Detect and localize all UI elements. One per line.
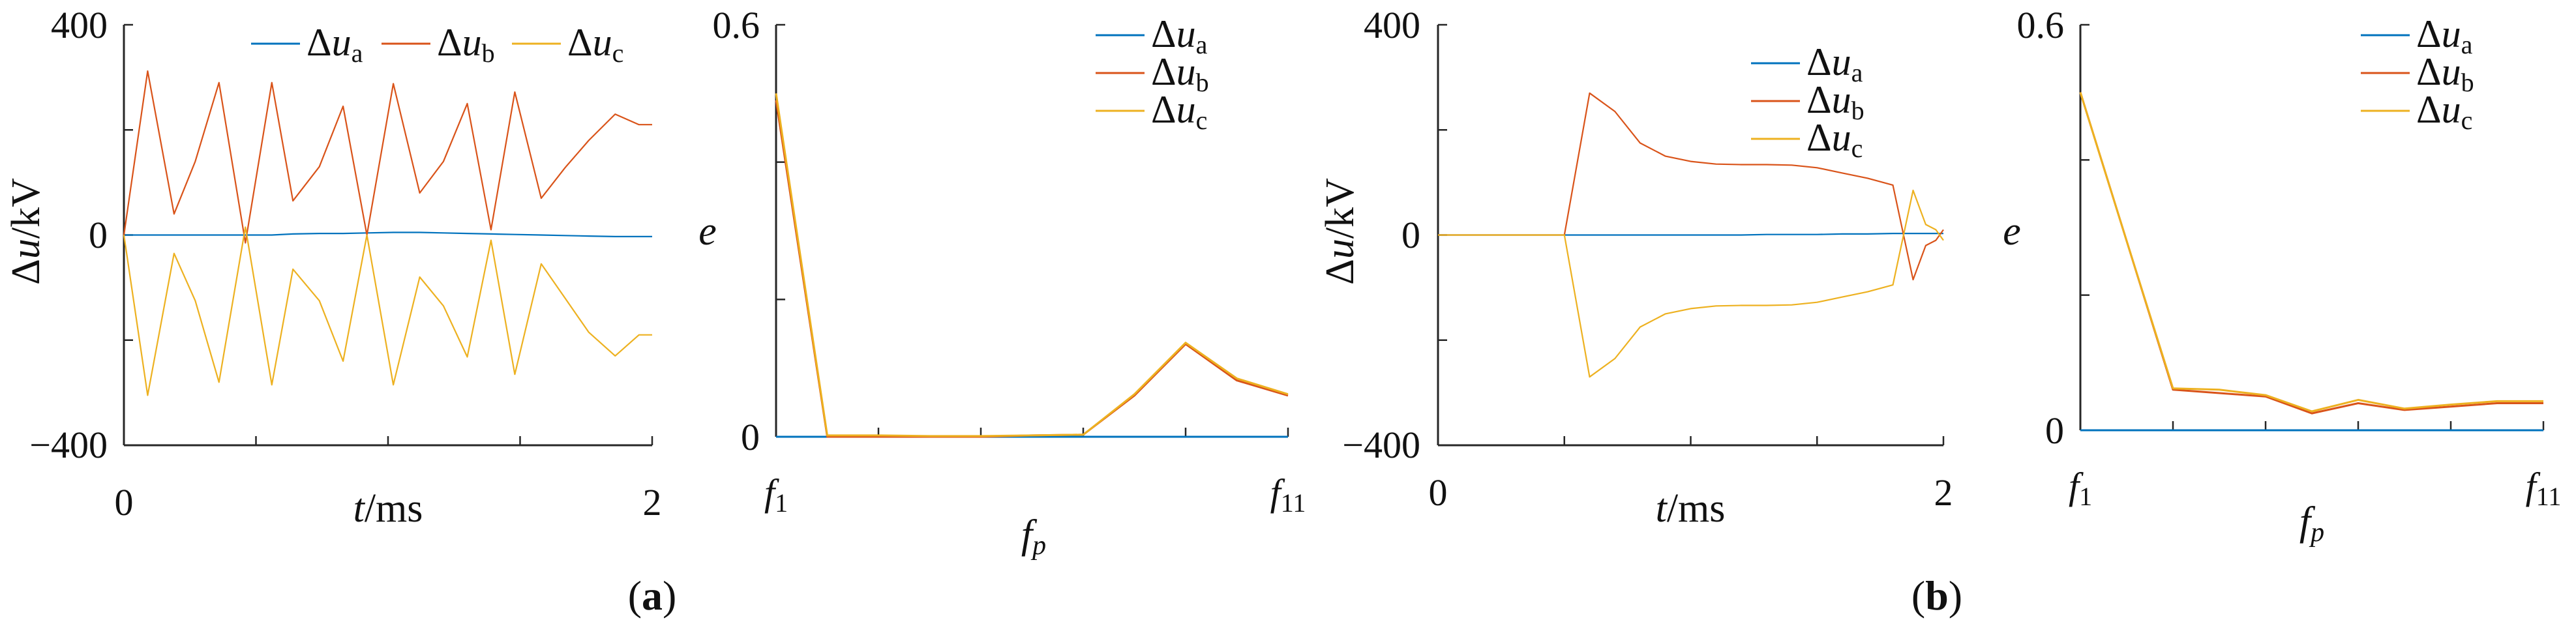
y-axis-label-error: e [698, 209, 717, 254]
x-axis-label-frequency: fp [2299, 499, 2324, 548]
x-axis-label-frequency: fp [1021, 512, 1046, 561]
series-line-b [123, 70, 652, 244]
legend-label-b: Δub [2416, 50, 2474, 97]
x-axis-label-time: t/ms [1656, 486, 1726, 531]
panel-label-a: (a) [628, 572, 677, 619]
legend-label-a: Δua [1151, 12, 1208, 59]
legend-label-a: Δua [307, 21, 363, 68]
series-line-c [123, 226, 652, 396]
y-tick-label: 0 [2045, 409, 2064, 452]
legend-label-a: Δua [1806, 40, 1863, 87]
y-axis-label-error: e [2003, 209, 2021, 254]
x-tick-label: 2 [1934, 471, 1953, 514]
legend-label-c: Δuc [1151, 88, 1207, 135]
x-tick-label: f1 [2069, 465, 2092, 511]
y-tick-label: 0 [741, 416, 760, 458]
y-axis-label-voltage: Δu/kV [1318, 178, 1362, 285]
y-tick-label: 400 [1364, 4, 1420, 46]
series-line-b [1438, 92, 1944, 281]
y-axis-label-voltage: Δu/kV [4, 178, 48, 285]
legend-label-b: Δub [437, 21, 495, 68]
x-tick-label: f11 [2526, 465, 2562, 511]
legend-label-c: Δuc [2416, 88, 2472, 135]
y-tick-label: 0.6 [713, 4, 760, 46]
y-tick-label: 400 [51, 4, 108, 46]
legend-label-c: Δuc [1806, 116, 1863, 163]
x-tick-label: f11 [1270, 471, 1306, 518]
x-tick-label: 0 [115, 481, 134, 523]
panel-label-b: (b) [1911, 572, 1962, 619]
x-tick-label: f1 [764, 471, 788, 518]
y-tick-label: 0.6 [2017, 4, 2065, 46]
y-tick-label: 0 [89, 214, 108, 256]
legend-label-c: Δuc [567, 21, 623, 68]
y-tick-label: 0 [1401, 214, 1420, 256]
x-tick-label: 0 [1429, 471, 1448, 514]
y-tick-label: −400 [1342, 424, 1420, 466]
series-line-c [1438, 189, 1944, 378]
legend-label-a: Δua [2416, 12, 2473, 59]
series-line-c [775, 93, 1289, 437]
legend: Δua Δub Δuc [251, 21, 623, 68]
series-line-a [124, 231, 652, 237]
y-tick-label: −400 [29, 424, 108, 466]
legend-label-b: Δub [1806, 78, 1865, 125]
legend-label-b: Δub [1151, 50, 1209, 97]
series-line-b [775, 100, 1289, 438]
x-tick-label: 2 [643, 481, 662, 523]
x-axis-label-time: t/ms [353, 486, 423, 531]
series-line-b [2079, 92, 2543, 415]
series-line-a [1438, 233, 1943, 236]
plot-a-voltage: Δu/kV 400 0 −400 0 2 t/ms Δua Δub Δuc [4, 4, 662, 531]
series-line-c [2079, 92, 2543, 413]
